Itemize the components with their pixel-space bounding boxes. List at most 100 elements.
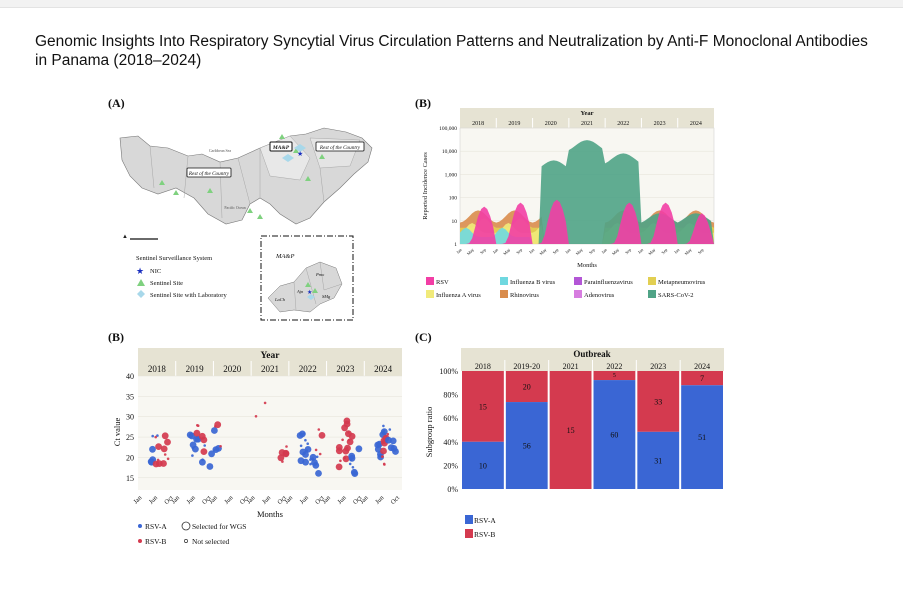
incidence-xlabel: Months	[577, 262, 597, 269]
incidence-year-label: 2024	[690, 121, 702, 127]
incidence-legend-label: Metapneumovirus	[658, 279, 706, 286]
ct-point	[208, 450, 215, 458]
outbreak-category-label: 2018	[475, 362, 491, 371]
incidence-year-label: 2018	[472, 121, 484, 127]
inset-label-smg: SMg	[322, 294, 331, 299]
map-legend-title: Sentinel Surveillance System	[136, 255, 212, 262]
incidence-month-tick: Jan	[455, 247, 463, 255]
outbreak-ytick-label: 100%	[439, 367, 458, 376]
incidence-month-tick: Sep	[551, 247, 559, 255]
incidence-legend-swatch	[574, 290, 582, 298]
ct-legend-not-selected: Not selected	[192, 537, 230, 546]
panel-label-a: (A)	[108, 96, 125, 110]
ct-point	[380, 447, 387, 455]
ct-point	[191, 454, 194, 457]
incidence-legend-swatch	[648, 277, 656, 285]
incidence-ytick-label: 100	[449, 196, 458, 202]
ct-month-tick: Jan	[170, 494, 182, 506]
ct-ytick-label: 35	[126, 392, 134, 401]
outbreak-bar-rsvb	[593, 371, 636, 381]
ct-point	[341, 438, 344, 442]
ct-facet-title: Year	[261, 351, 281, 361]
incidence-legend-label: Parainfluenzavirus	[584, 279, 633, 286]
inset-label-ajn: Ajn	[296, 289, 304, 294]
incidence-legend-swatch	[426, 277, 434, 285]
outbreak-category-label: 2022	[606, 362, 622, 371]
ct-ytick-label: 40	[126, 372, 134, 381]
outbreak-category-label: 2021	[563, 362, 579, 371]
ct-legend-selected: Selected for WGS	[192, 522, 246, 531]
incidence-ytick-label: 1,000	[445, 172, 458, 178]
outbreak-facet-strip	[461, 348, 724, 371]
incidence-month-tick: Jan	[600, 247, 608, 255]
outbreak-value-label-rsvb: 20	[523, 383, 531, 392]
outbreak-category-label: 2019-20	[513, 362, 540, 371]
incidence-month-tick: Sep	[624, 247, 632, 255]
legend-rsva-swatch	[465, 515, 473, 524]
outbreak-bar-rsva	[505, 402, 548, 489]
map-legend-lab: Sentinel Site with Laboratory	[150, 292, 227, 299]
outbreak-value-label-rsvb: 15	[479, 402, 487, 411]
svg-text:★: ★	[307, 289, 312, 296]
ct-month-tick: Jun	[299, 494, 311, 506]
ct-point	[263, 401, 267, 405]
sars-cov-2-area	[460, 140, 714, 244]
ct-point	[347, 438, 351, 442]
ct-legend-rsva: RSV-A	[145, 522, 167, 531]
ct-year-label: 2018	[148, 364, 167, 374]
incidence-facet-strip	[460, 108, 714, 128]
map-label-mandp: MA&P	[272, 145, 290, 151]
outbreak-value-label-rsva: 60	[610, 431, 618, 440]
legend-not-selected-circle	[184, 539, 188, 543]
ct-point	[348, 462, 352, 466]
ct-point	[302, 432, 306, 435]
incidence-month-tick: May	[611, 247, 621, 257]
panel-label-incidence: (B)	[415, 96, 431, 110]
incidence-ytick-label: 1	[454, 242, 457, 248]
page-title: Genomic Insights Into Respiratory Syncyt…	[35, 33, 868, 69]
ct-month-tick: Oct	[390, 494, 402, 506]
ct-month-tick: Jan	[208, 494, 220, 506]
sentinel-lab-icon	[137, 290, 145, 298]
outbreak-bar-rsvb	[549, 371, 592, 489]
incidence-month-tick: Sep	[697, 247, 705, 255]
map-label-rest-west: Rest of the Country	[188, 170, 230, 177]
ct-point	[348, 432, 356, 440]
svg-text:▲: ▲	[122, 234, 128, 240]
incidence-legend-label: Influenza A virus	[436, 292, 481, 299]
ct-month-tick: Oct	[314, 494, 326, 506]
nic-star-icon: ★	[136, 266, 144, 276]
ct-point	[163, 453, 167, 456]
outbreak-ytick-label: 40%	[443, 438, 458, 447]
incidence-ylabel: Reported Incidence Cases	[422, 152, 429, 220]
outbreak-value-label-rsvb: 5	[613, 373, 616, 379]
svg-text:★: ★	[297, 150, 303, 158]
incidence-month-tick: May	[502, 247, 512, 257]
incidence-ytick-label: 10	[452, 219, 458, 225]
ct-month-tick: Jan	[359, 494, 371, 506]
inset-label-lach: LaCh	[274, 297, 286, 302]
ct-point	[189, 441, 197, 449]
ct-month-tick: Jun	[148, 494, 160, 506]
ct-month-tick: Oct	[276, 494, 288, 506]
ct-facet-strip	[138, 348, 402, 376]
ct-point	[348, 452, 356, 460]
ct-point	[382, 462, 386, 466]
ct-ytick-label: 25	[126, 433, 134, 442]
incidence-legend-label: Rhinovirus	[510, 292, 539, 299]
outbreak-ytick-label: 0%	[447, 485, 458, 494]
inset-label-pmo: Pmo	[315, 272, 325, 277]
ct-point	[374, 445, 382, 453]
top-toolbar-strip	[0, 0, 903, 8]
outbreak-value-label-rsva: 51	[698, 433, 706, 442]
ct-point	[311, 459, 318, 466]
ct-ytick-label: 20	[126, 453, 134, 462]
ct-point	[254, 415, 258, 418]
incidence-month-tick: May	[466, 247, 476, 257]
incidence-legend-swatch	[426, 290, 434, 298]
map-label-rest-east: Rest of the Country	[319, 144, 361, 151]
ct-point	[198, 432, 206, 440]
outbreak-bar-rsvb	[505, 371, 548, 403]
ct-point	[160, 445, 168, 453]
ct-month-tick: Oct	[201, 494, 213, 506]
